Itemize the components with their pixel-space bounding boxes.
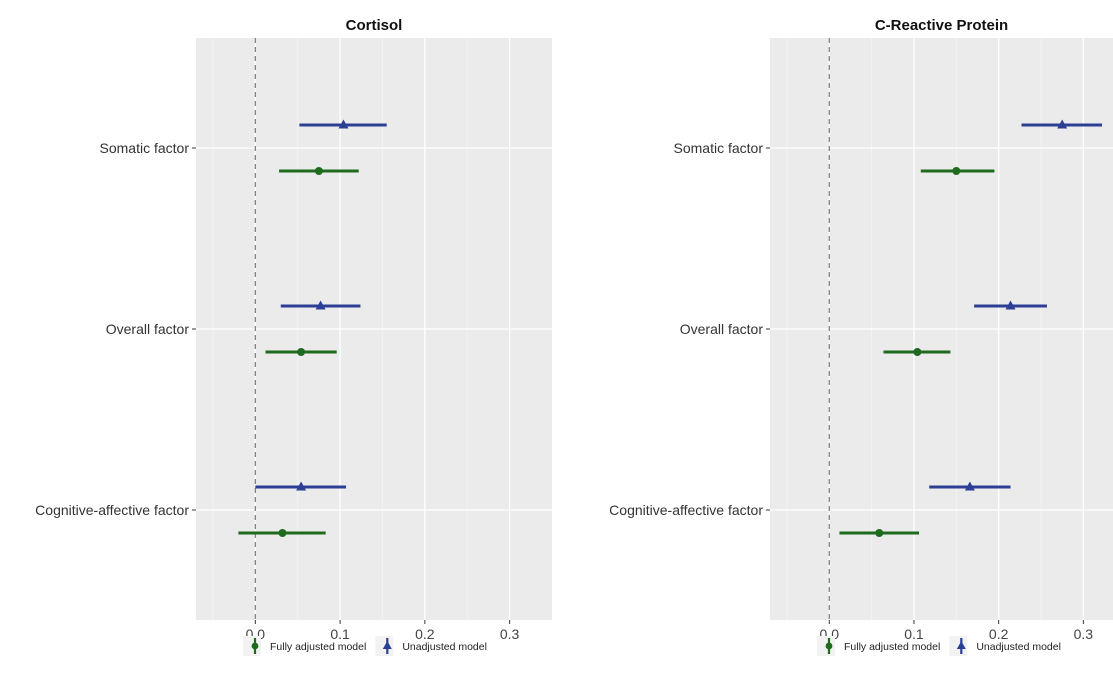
point-estimate	[952, 167, 961, 175]
point-estimate	[338, 119, 349, 129]
point-estimate	[913, 348, 922, 356]
legend-key-marker	[382, 641, 392, 649]
legend-key-marker	[825, 642, 833, 650]
legend-label: Unadjusted model	[402, 641, 487, 653]
point-estimate	[296, 481, 307, 491]
legend-key	[375, 636, 394, 656]
x-tick-label: 0.1	[330, 626, 350, 642]
point-estimate	[1057, 119, 1068, 129]
chart-panel-1: C-Reactive Protein Somatic factor Overall …	[609, 17, 1113, 656]
legend-label: Fully adjusted model	[844, 641, 940, 653]
point-estimate	[297, 348, 306, 356]
chart-panel-0: Cortisol Somatic factor Overall factor Cogn…	[35, 17, 552, 656]
legend-label: Fully adjusted model	[270, 641, 366, 653]
point-estimate	[1005, 300, 1016, 310]
point-estimate	[964, 481, 975, 491]
legend-key-marker	[251, 642, 259, 650]
x-tick-label: 0.1	[904, 626, 924, 642]
legend-label: Unadjusted model	[976, 641, 1061, 653]
point-estimate	[278, 529, 287, 537]
legend-key-marker	[956, 641, 966, 649]
y-tick-label: Overall factor	[106, 321, 190, 337]
point-estimate	[314, 167, 323, 175]
x-tick-label: 0.2	[415, 626, 435, 642]
x-tick-label: 0.3	[500, 626, 520, 642]
y-tick-label: Somatic factor	[100, 140, 190, 156]
chart-title: C-Reactive Protein	[875, 17, 1008, 34]
x-tick-label: 0.3	[1074, 626, 1094, 642]
y-tick-label: Cognitive-affective factor	[609, 502, 763, 518]
y-tick-label: Somatic factor	[674, 140, 764, 156]
point-estimate	[315, 300, 326, 310]
y-tick-label: Cognitive-affective factor	[35, 502, 189, 518]
x-tick-label: 0.2	[989, 626, 1009, 642]
point-estimate	[875, 529, 884, 537]
chart-title: Cortisol	[346, 17, 403, 34]
legend-key	[949, 636, 968, 656]
y-tick-label: Overall factor	[680, 321, 764, 337]
